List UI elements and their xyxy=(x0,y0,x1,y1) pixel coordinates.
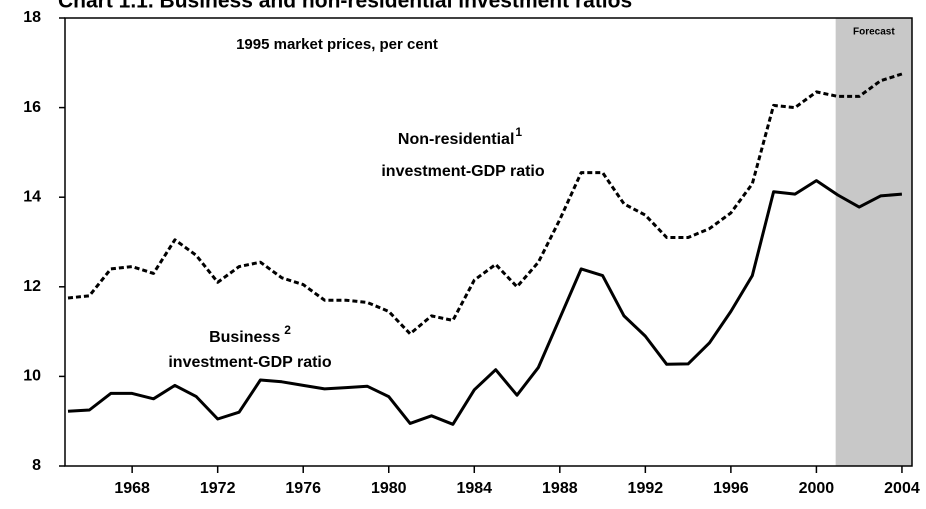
x-tick-label: 1976 xyxy=(285,480,321,497)
x-tick-label: 1992 xyxy=(628,480,664,497)
forecast-shade xyxy=(835,18,912,466)
plot-frame xyxy=(64,17,913,467)
series-label-line2: investment-GDP ratio xyxy=(168,354,332,371)
series-note: 1 xyxy=(515,125,522,139)
x-tick-label: 1972 xyxy=(200,480,236,497)
series-label: Business 2 xyxy=(209,323,291,346)
y-tick-label: 8 xyxy=(32,457,41,474)
y-tick-label: 12 xyxy=(23,278,41,295)
x-tick-label: 1984 xyxy=(456,480,492,497)
x-tick-label: 1988 xyxy=(542,480,578,497)
x-tick-label: 2000 xyxy=(799,480,835,497)
y-tick-label: 18 xyxy=(23,9,41,26)
series-label: Non-residential1 xyxy=(398,125,522,148)
series-line xyxy=(67,72,903,336)
series-note: 2 xyxy=(284,323,291,337)
series-label-line2: investment-GDP ratio xyxy=(381,163,545,180)
y-tick-label: 14 xyxy=(23,188,41,205)
x-tick-label: 1996 xyxy=(713,480,749,497)
y-tick-label: 16 xyxy=(23,99,41,116)
series-line xyxy=(67,179,903,426)
chart-title: Chart 1.1. Business and non-residential … xyxy=(58,0,632,13)
forecast-label: Forecast xyxy=(853,27,895,38)
x-tick-label: 1980 xyxy=(371,480,407,497)
x-tick-label: 1968 xyxy=(114,480,150,497)
series-name: Business xyxy=(209,329,280,346)
subtitle: 1995 market prices, per cent xyxy=(236,36,438,53)
series-name: Non-residential xyxy=(398,131,514,148)
y-tick-label: 10 xyxy=(23,368,41,385)
x-tick-label: 2004 xyxy=(884,480,920,497)
